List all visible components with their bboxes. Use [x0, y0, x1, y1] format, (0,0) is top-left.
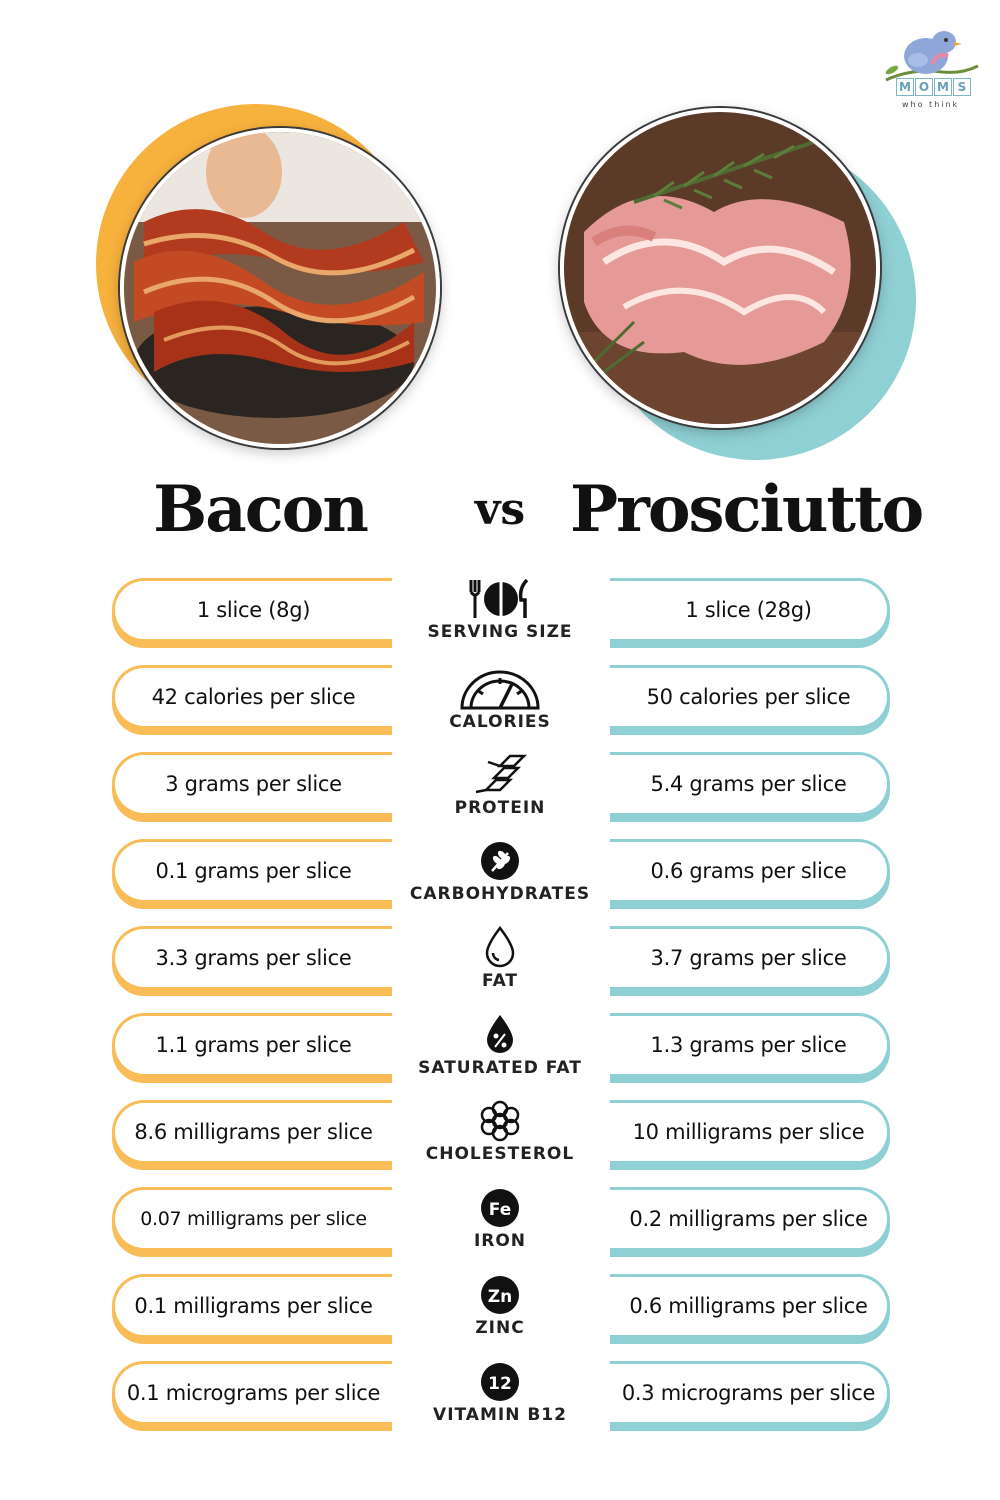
right-value-row: 0.2 milligrams per slice [610, 1187, 890, 1257]
left-value-row: 1.1 grams per slice [112, 1013, 392, 1083]
bird-icon [885, 31, 979, 82]
bacon-photo [120, 128, 440, 448]
b12-icon: 12 [481, 1363, 519, 1401]
left-item-title: Bacon [153, 472, 369, 547]
row-fat: FAT [400, 925, 600, 991]
left-value: 0.1 grams per slice [155, 859, 352, 883]
left-value-row: 0.1 micrograms per slice [112, 1361, 392, 1431]
left-value: 1 slice (8g) [196, 598, 311, 622]
fe-symbol: Fe [489, 1200, 511, 1220]
left-value: 1.1 grams per slice [155, 1033, 352, 1057]
left-value: 3 grams per slice [165, 772, 342, 796]
row-label: IRON [473, 1231, 527, 1251]
left-value: 0.1 milligrams per slice [134, 1294, 373, 1318]
prosciutto-photo-frame [556, 104, 916, 464]
zn-symbol: Zn [488, 1287, 512, 1307]
right-value-row: 1 slice (28g) [610, 578, 890, 648]
right-value-row: 1.3 grams per slice [610, 1013, 890, 1083]
left-value-row: 3 grams per slice [112, 752, 392, 822]
row-cholesterol: CHOLESTEROL [400, 1100, 600, 1164]
row-label: FAT [481, 971, 519, 991]
vs-label: vs [474, 484, 526, 535]
molecule-icon [480, 1100, 520, 1142]
row-label: SATURATED FAT [418, 1058, 582, 1078]
row-label: VITAMIN B12 [433, 1405, 567, 1425]
logo-letter: M [896, 78, 914, 96]
gauge-icon [460, 670, 540, 710]
left-value-row: 42 calories per slice [112, 665, 392, 735]
left-value-row: 0.1 grams per slice [112, 839, 392, 909]
right-value-row: 0.6 grams per slice [610, 839, 890, 909]
right-value-row: 0.3 micrograms per slice [610, 1361, 890, 1431]
right-value-row: 3.7 grams per slice [610, 926, 890, 996]
left-value-row: 3.3 grams per slice [112, 926, 392, 996]
row-zinc: Zn ZINC [400, 1274, 600, 1338]
right-value: 10 milligrams per slice [632, 1120, 865, 1144]
right-value-row: 50 calories per slice [610, 665, 890, 735]
utensils-plate-icon [469, 578, 529, 618]
right-item-title: Prosciutto [570, 472, 924, 547]
right-value: 0.3 micrograms per slice [621, 1381, 876, 1405]
row-iron: Fe IRON [400, 1187, 600, 1251]
right-value: 1.3 grams per slice [650, 1033, 847, 1057]
bacon-photo-frame [96, 104, 456, 464]
row-label: CHOLESTEROL [425, 1144, 575, 1164]
fe-icon: Fe [481, 1189, 519, 1227]
left-value-row: 0.07 milligrams per slice [112, 1187, 392, 1257]
left-value-row: 0.1 milligrams per slice [112, 1274, 392, 1344]
right-value: 0.2 milligrams per slice [629, 1207, 868, 1231]
row-label: ZINC [475, 1318, 525, 1338]
row-carbohydrates: CARBOHYDRATES [400, 840, 600, 904]
prosciutto-photo [560, 108, 880, 428]
logo-letter: O [915, 78, 933, 96]
row-label: PROTEIN [454, 798, 546, 818]
logo-letter: M [934, 78, 952, 96]
right-value: 0.6 grams per slice [650, 859, 847, 883]
right-value-row: 10 milligrams per slice [610, 1100, 890, 1170]
left-value-row: 1 slice (8g) [112, 578, 392, 648]
right-value: 0.6 milligrams per slice [629, 1294, 868, 1318]
right-value-row: 0.6 milligrams per slice [610, 1274, 890, 1344]
right-value: 3.7 grams per slice [650, 946, 847, 970]
left-value: 3.3 grams per slice [155, 946, 352, 970]
left-value: 8.6 milligrams per slice [134, 1120, 373, 1144]
zn-icon: Zn [481, 1276, 519, 1314]
moms-who-think-logo: M O M S who think [882, 22, 982, 118]
right-value: 5.4 grams per slice [650, 772, 847, 796]
left-value: 0.07 milligrams per slice [140, 1208, 367, 1230]
row-vitamin-b12: 12 VITAMIN B12 [400, 1361, 600, 1425]
drop-icon [485, 925, 515, 968]
protein-strand-icon [475, 754, 528, 794]
wheat-icon [481, 842, 519, 880]
logo-tagline: who think [902, 100, 960, 109]
logo-letter: S [953, 78, 971, 96]
row-saturated-fat: SATURATED FAT [400, 1012, 600, 1078]
row-label: CALORIES [449, 712, 551, 732]
right-value-row: 5.4 grams per slice [610, 752, 890, 822]
row-calories: CALORIES [400, 668, 600, 732]
row-label: CARBOHYDRATES [409, 884, 591, 904]
row-label: SERVING SIZE [427, 622, 573, 642]
left-value: 0.1 micrograms per slice [126, 1381, 381, 1405]
right-value: 50 calories per slice [646, 685, 851, 709]
row-serving-size: SERVING SIZE [400, 578, 600, 642]
b12-symbol: 12 [488, 1374, 512, 1394]
percent-drop-icon [487, 1015, 513, 1053]
right-value: 1 slice (28g) [685, 598, 812, 622]
row-protein: PROTEIN [400, 752, 600, 818]
left-value-row: 8.6 milligrams per slice [112, 1100, 392, 1170]
left-value: 42 calories per slice [151, 685, 356, 709]
